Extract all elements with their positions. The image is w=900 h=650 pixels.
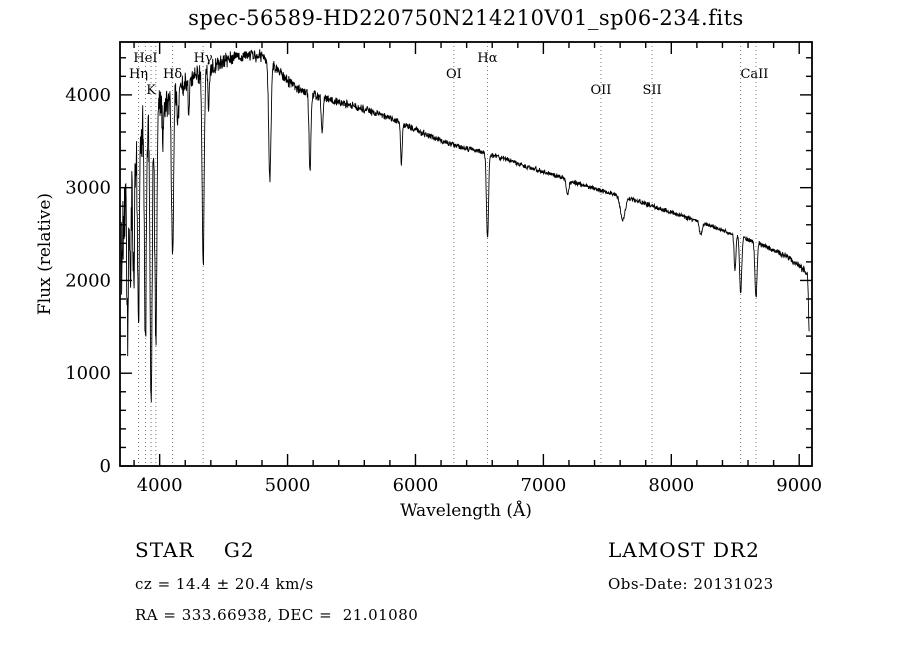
x-tick-label: 7000 [520, 475, 566, 496]
x-tick-label: 8000 [648, 475, 694, 496]
survey-label: LAMOST DR2 [608, 538, 760, 562]
spectral-marker-label: K [146, 83, 156, 98]
x-tick-label: 4000 [137, 475, 183, 496]
cz-velocity-label: cz = 14.4 ± 20.4 km/s [135, 575, 314, 593]
spectral-marker-label: Hγ [194, 51, 213, 66]
y-tick-label: 2000 [65, 270, 111, 291]
coordinates-label: RA = 333.66938, DEC = 21.01080 [135, 606, 419, 624]
spectral-marker-label: SII [643, 83, 662, 98]
y-tick-label: 0 [100, 456, 111, 477]
axes-frame [119, 41, 813, 467]
y-axis-label: Flux (relative) [35, 193, 55, 315]
x-axis-label: Wavelength (Å) [400, 500, 532, 521]
x-tick-label: 9000 [776, 475, 822, 496]
x-tick-label: 5000 [265, 475, 311, 496]
spectral-marker-label: CaII [740, 67, 768, 82]
x-tick-label: 6000 [393, 475, 439, 496]
y-tick-label: 1000 [65, 363, 111, 384]
plot-title: spec-56589-HD220750N214210V01_sp06-234.f… [188, 6, 744, 30]
spectral-marker-label: Hδ [163, 67, 182, 82]
spectral-marker-label: OI [446, 67, 462, 82]
spectrum-line [120, 49, 810, 403]
spectral-marker-label: OII [590, 83, 611, 98]
y-tick-label: 4000 [65, 85, 111, 106]
spectral-marker-label: Hη [129, 67, 148, 82]
obs-date-label: Obs-Date: 20131023 [608, 575, 774, 593]
y-tick-label: 3000 [65, 178, 111, 199]
spectral-marker-label: HeI [133, 51, 157, 66]
spectral-marker-label: Hα [477, 51, 497, 66]
object-class-label: STAR G2 [135, 538, 255, 562]
